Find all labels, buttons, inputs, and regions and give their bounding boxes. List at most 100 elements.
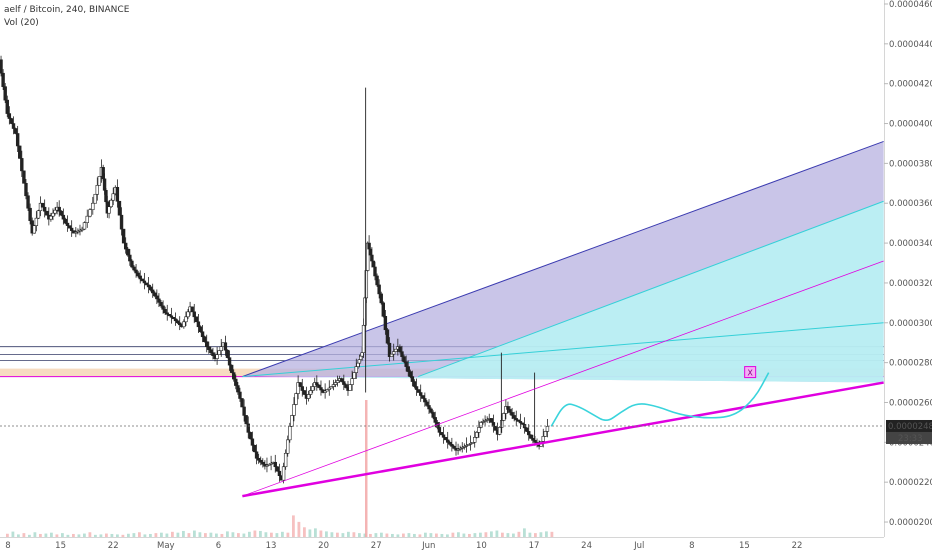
volume-bar [484,532,488,537]
candle-body [327,387,331,390]
candle-body [69,227,74,231]
candle-body [323,390,327,393]
symbol-label: aelf / Bitcoin, 240, BINANCE [4,5,130,15]
time-tick-label: 8 [689,541,694,550]
candle-body [244,415,248,425]
candle-body [389,353,394,357]
volume-bar [506,533,510,537]
candle-body [425,401,429,406]
candle-body [446,439,450,443]
candle-body [121,228,126,244]
candle-body [202,336,207,343]
candle-body [95,185,99,195]
candle-body [111,193,115,201]
candle-body [104,189,108,203]
volume-bar [369,533,372,537]
candle-body [514,418,518,421]
candle-body [184,316,188,323]
volume-bar [11,531,15,537]
candle-body [448,442,452,445]
candle-body [398,346,402,352]
volume-bar [352,532,356,537]
candle-body [59,210,63,216]
candle-body [510,412,514,416]
candle-body [36,210,41,219]
candle-body [333,382,338,385]
candle-body [240,398,244,408]
candle-body [78,229,82,232]
candle-body [102,178,107,191]
candle-body [175,320,180,324]
volume-bar [539,532,543,537]
candle-body [250,438,255,446]
candle-body [506,406,510,410]
volume-bar [270,532,273,537]
candle-body [126,248,130,256]
candle-body [421,395,425,399]
candle-body [433,417,437,423]
volume-bar [391,533,394,537]
candle-body [359,355,363,360]
channel-cyan-upper-line [418,200,884,378]
candle-body [512,415,516,419]
magenta-thin-trendline [242,260,884,497]
candle-body [163,309,167,314]
volume-bar [424,532,427,537]
candle-body [527,431,531,436]
candle-body [456,449,460,451]
volume-bar [171,531,174,537]
candle-body [315,382,319,386]
candle-body [24,183,28,197]
projection-path [550,372,770,427]
candle-body [238,391,242,399]
candle-body [173,318,178,322]
candle-body [207,346,211,350]
candle-body [53,209,57,214]
channel-upper-line [242,140,884,378]
volume-bar [154,533,158,537]
candle-body [119,214,124,230]
volume-bar [28,534,31,537]
candle-body [371,260,375,268]
candle-body [254,451,259,459]
volume-bar [209,532,213,537]
candle-body [5,99,9,114]
candle-body [423,398,427,403]
price-tick-label: 0.00003800 [889,159,932,169]
candle-body [15,133,20,147]
candle-body [319,387,323,391]
candle-body [82,222,87,230]
candle-body [479,422,483,428]
candle-body [225,349,230,358]
price-tick-label: 0.00003600 [889,199,932,209]
candle-body [9,118,14,124]
candle-body [246,423,250,433]
candle-body [383,316,388,331]
time-tick-label: 6 [216,541,221,550]
channel-cyan-lower-line [242,322,884,378]
volume-bar [363,533,367,537]
volume-bar [528,532,532,537]
volume-bar [435,533,438,537]
candle-body [300,386,304,391]
volume-bar [248,531,251,537]
candle-body [234,378,238,386]
candle-body [88,209,92,217]
channel-cyan-fill [242,201,884,383]
candle-body [20,158,24,172]
candle-body [473,437,477,443]
volume-bar [165,533,169,537]
price-tick-label: 0.00003400 [889,239,932,249]
candle-body [178,322,182,326]
volume-bar [550,531,554,537]
candle-body [354,366,358,373]
candle-body [377,284,381,295]
candle-body [288,426,292,441]
candle-body [443,437,448,441]
price-tick-label: 0.00002000 [889,518,932,528]
volume-bar [77,534,81,537]
price-tick-label: 0.00004200 [889,80,932,90]
candle-body [209,349,213,353]
candle-body [252,445,257,453]
